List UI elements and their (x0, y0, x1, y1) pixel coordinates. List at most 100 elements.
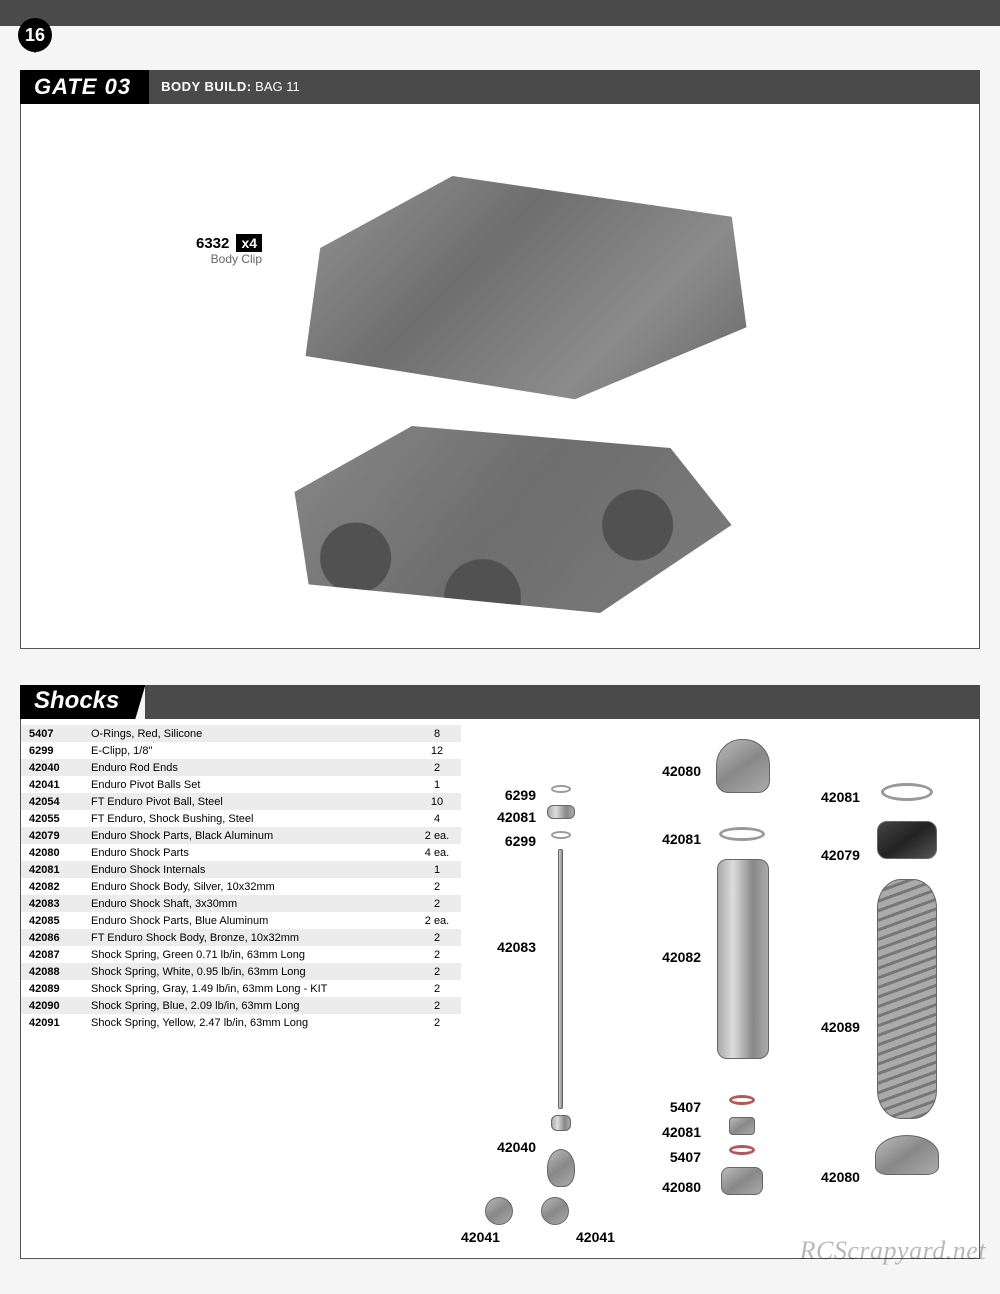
part-shock-body (717, 859, 769, 1059)
page-number-pin: 16 (18, 18, 52, 52)
part-pivot-b (541, 1197, 569, 1225)
part-qty-cell: 2 (413, 878, 461, 895)
part-qty-cell: 10 (413, 793, 461, 810)
page-content: GATE 03 BODY BUILD: BAG 11 6332 x4 Body … (20, 70, 980, 1259)
gate-subtitle-bold: BODY BUILD: (161, 79, 251, 94)
label-42083: 42083 (476, 939, 536, 955)
table-row: 42040Enduro Rod Ends2 (21, 759, 461, 776)
part-qty-cell: 2 (413, 946, 461, 963)
label-42041-a: 42041 (461, 1229, 500, 1245)
table-row: 42082Enduro Shock Body, Silver, 10x32mm2 (21, 878, 461, 895)
part-qty-cell: 2 (413, 895, 461, 912)
label-42081-a: 42081 (476, 809, 536, 825)
part-desc-cell: Enduro Shock Internals (83, 861, 413, 878)
label-42041-b: 42041 (576, 1229, 615, 1245)
part-num-cell: 42091 (21, 1014, 83, 1031)
part-num-cell: 42055 (21, 810, 83, 827)
truck-chassis-illustration (271, 404, 741, 624)
part-shaft (558, 849, 563, 1109)
label-5407-b: 5407 (646, 1149, 701, 1165)
table-row: 42083Enduro Shock Shaft, 3x30mm2 (21, 895, 461, 912)
part-qty-cell: 1 (413, 776, 461, 793)
table-row: 42088Shock Spring, White, 0.95 lb/in, 63… (21, 963, 461, 980)
label-42082: 42082 (641, 949, 701, 965)
part-cap-bottom (721, 1167, 763, 1195)
table-row: 42055FT Enduro, Shock Bushing, Steel4 (21, 810, 461, 827)
part-piston-a (547, 805, 575, 819)
part-oring-b (729, 1145, 755, 1155)
part-desc-cell: FT Enduro Pivot Ball, Steel (83, 793, 413, 810)
part-desc-cell: O-Rings, Red, Silicone (83, 725, 413, 742)
part-num-cell: 5407 (21, 725, 83, 742)
part-qty-cell: 8 (413, 725, 461, 742)
truck-body-illustration (281, 164, 771, 404)
part-rodend (547, 1149, 575, 1187)
part-num-cell: 42079 (21, 827, 83, 844)
table-row: 42041Enduro Pivot Balls Set1 (21, 776, 461, 793)
table-row: 42089Shock Spring, Gray, 1.49 lb/in, 63m… (21, 980, 461, 997)
gate-panel: 6332 x4 Body Clip (20, 104, 980, 649)
part-desc-cell: Shock Spring, Gray, 1.49 lb/in, 63mm Lon… (83, 980, 413, 997)
part-num-cell: 42086 (21, 929, 83, 946)
shocks-body: 5407O-Rings, Red, Silicone86299E-Clipp, … (20, 719, 980, 1259)
part-desc-cell: Enduro Shock Parts (83, 844, 413, 861)
gate-label: GATE 03 (20, 70, 149, 104)
shocks-diagram: 6299 42081 6299 42083 42040 42041 42041 … (461, 729, 969, 1248)
part-desc-cell: Shock Spring, White, 0.95 lb/in, 63mm Lo… (83, 963, 413, 980)
page-number: 16 (25, 25, 45, 46)
part-desc-cell: Enduro Shock Parts, Black Aluminum (83, 827, 413, 844)
truck-chassis-shape (271, 404, 741, 624)
part-qty-cell: 2 (413, 963, 461, 980)
part-eclip-b (551, 831, 571, 839)
part-oring-a (729, 1095, 755, 1105)
part-collar-black (877, 821, 937, 859)
callout-part-name: Body Clip (196, 252, 262, 266)
parts-table: 5407O-Rings, Red, Silicone86299E-Clipp, … (21, 725, 461, 1031)
shocks-header-bar (145, 685, 980, 719)
part-qty-cell: 2 ea. (413, 827, 461, 844)
table-row: 42081Enduro Shock Internals1 (21, 861, 461, 878)
part-desc-cell: Enduro Rod Ends (83, 759, 413, 776)
table-row: 42080Enduro Shock Parts4 ea. (21, 844, 461, 861)
body-clip-callout: 6332 x4 Body Clip (196, 234, 262, 266)
part-spring-cup (875, 1135, 939, 1175)
part-desc-cell: Enduro Pivot Balls Set (83, 776, 413, 793)
part-desc-cell: Shock Spring, Yellow, 2.47 lb/in, 63mm L… (83, 1014, 413, 1031)
part-qty-cell: 2 (413, 759, 461, 776)
part-num-cell: 42054 (21, 793, 83, 810)
callout-part-num: 6332 (196, 235, 229, 252)
part-eclip-a (551, 785, 571, 793)
part-qty-cell: 4 ea. (413, 844, 461, 861)
callout-qty: x4 (236, 234, 262, 252)
part-rodend-nut (551, 1115, 571, 1131)
part-desc-cell: E-Clipp, 1/8" (83, 742, 413, 759)
part-desc-cell: Shock Spring, Blue, 2.09 lb/in, 63mm Lon… (83, 997, 413, 1014)
part-oring-top (719, 827, 765, 841)
table-row: 5407O-Rings, Red, Silicone8 (21, 725, 461, 742)
part-num-cell: 42041 (21, 776, 83, 793)
part-cap-top (716, 739, 770, 793)
table-row: 42085Enduro Shock Parts, Blue Aluminum2 … (21, 912, 461, 929)
part-num-cell: 6299 (21, 742, 83, 759)
label-42089: 42089 (821, 1019, 860, 1035)
shocks-title: Shocks (20, 685, 145, 719)
shocks-section: Shocks 5407O-Rings, Red, Silicone86299E-… (20, 685, 980, 1259)
part-spring (877, 879, 937, 1119)
table-row: 42086FT Enduro Shock Body, Bronze, 10x32… (21, 929, 461, 946)
label-42081-c: 42081 (641, 1124, 701, 1140)
label-42079: 42079 (821, 847, 860, 863)
table-row: 42054FT Enduro Pivot Ball, Steel10 (21, 793, 461, 810)
part-qty-cell: 2 (413, 929, 461, 946)
truck-body-shape (281, 164, 771, 404)
part-desc-cell: Enduro Shock Body, Silver, 10x32mm (83, 878, 413, 895)
label-42080-b: 42080 (641, 1179, 701, 1195)
part-qty-cell: 2 (413, 980, 461, 997)
part-num-cell: 42082 (21, 878, 83, 895)
part-qty-cell: 1 (413, 861, 461, 878)
label-42040: 42040 (476, 1139, 536, 1155)
part-desc-cell: FT Enduro Shock Body, Bronze, 10x32mm (83, 929, 413, 946)
part-qty-cell: 12 (413, 742, 461, 759)
part-oring-collar (881, 783, 933, 801)
watermark: RCScrapyard.net (800, 1236, 986, 1266)
table-row: 42079Enduro Shock Parts, Black Aluminum2… (21, 827, 461, 844)
